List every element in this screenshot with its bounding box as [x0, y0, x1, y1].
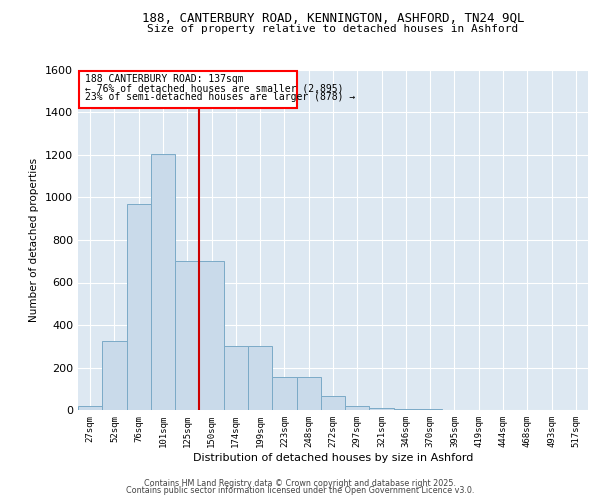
Bar	[199, 261, 224, 410]
Bar	[175, 261, 199, 410]
Bar	[272, 377, 296, 410]
Bar	[321, 396, 345, 410]
FancyBboxPatch shape	[79, 71, 296, 108]
Text: ← 76% of detached houses are smaller (2,895): ← 76% of detached houses are smaller (2,…	[85, 83, 344, 93]
Bar	[78, 406, 102, 410]
Bar	[102, 341, 127, 410]
Bar	[224, 346, 248, 410]
Text: 23% of semi-detached houses are larger (878) →: 23% of semi-detached houses are larger (…	[85, 92, 356, 102]
X-axis label: Distribution of detached houses by size in Ashford: Distribution of detached houses by size …	[193, 452, 473, 462]
Bar	[127, 204, 151, 410]
Text: Contains public sector information licensed under the Open Government Licence v3: Contains public sector information licen…	[126, 486, 474, 495]
Y-axis label: Number of detached properties: Number of detached properties	[29, 158, 40, 322]
Bar	[345, 406, 370, 410]
Bar	[394, 409, 418, 410]
Bar	[370, 408, 394, 410]
Text: Size of property relative to detached houses in Ashford: Size of property relative to detached ho…	[148, 24, 518, 34]
Bar	[248, 346, 272, 410]
Bar	[151, 154, 175, 410]
Bar	[418, 409, 442, 410]
Text: Contains HM Land Registry data © Crown copyright and database right 2025.: Contains HM Land Registry data © Crown c…	[144, 478, 456, 488]
Text: 188, CANTERBURY ROAD, KENNINGTON, ASHFORD, TN24 9QL: 188, CANTERBURY ROAD, KENNINGTON, ASHFOR…	[142, 12, 524, 26]
Bar	[296, 377, 321, 410]
Text: 188 CANTERBURY ROAD: 137sqm: 188 CANTERBURY ROAD: 137sqm	[85, 74, 244, 84]
